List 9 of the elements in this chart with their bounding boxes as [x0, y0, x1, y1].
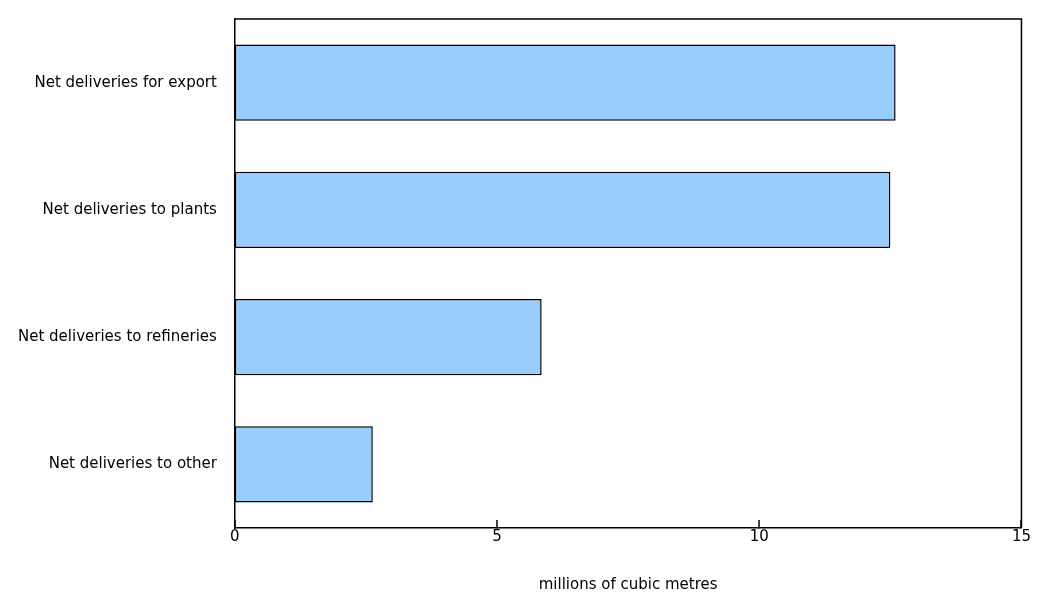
x-tick-label: 15	[1011, 526, 1031, 545]
y-tick-label: Net deliveries for export	[34, 72, 217, 91]
y-tick-label: Net deliveries to plants	[42, 199, 218, 218]
x-tick-label: 10	[749, 526, 769, 545]
x-tick-label: 5	[492, 526, 502, 545]
y-tick-label: Net deliveries to other	[48, 454, 218, 473]
x-axis-title: millions of cubic metres	[538, 574, 718, 593]
y-tick-label: Net deliveries to refineries	[18, 327, 218, 346]
x-tick-label: 0	[230, 526, 240, 545]
